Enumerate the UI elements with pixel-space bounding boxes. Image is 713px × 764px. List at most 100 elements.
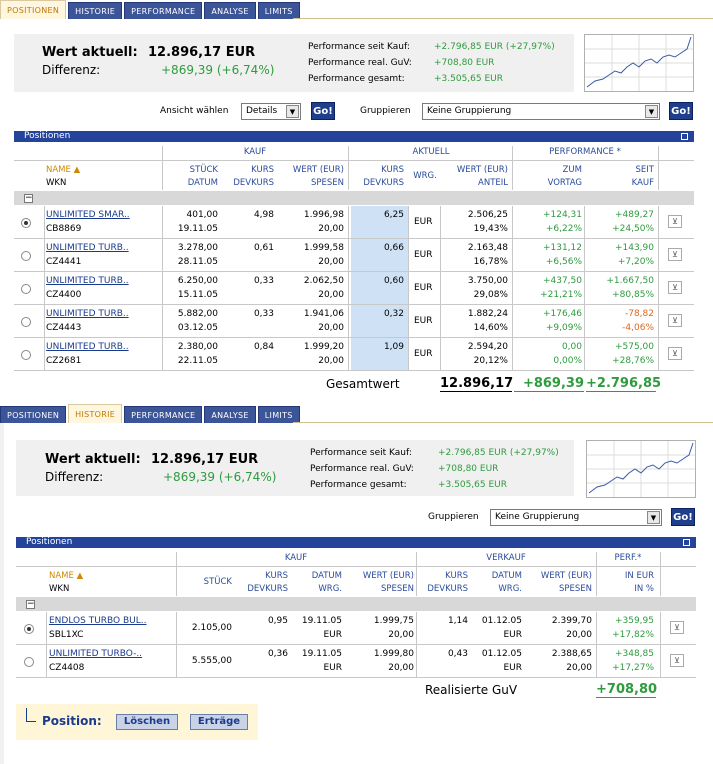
divider — [44, 305, 45, 338]
wert: 1.999,75 — [373, 616, 414, 626]
maximize-icon[interactable] — [683, 539, 690, 546]
wert-label: Wert aktuell: — [45, 452, 141, 467]
position-name-link[interactable]: UNLIMITED TURBO-.. — [49, 649, 143, 659]
divider — [44, 272, 45, 305]
row-select-radio[interactable] — [21, 317, 31, 327]
maximize-icon[interactable] — [681, 133, 688, 140]
waehrung: EUR — [414, 217, 433, 227]
col-vortag: VORTAG — [547, 178, 582, 188]
row-select-radio[interactable] — [24, 624, 34, 634]
ansicht-select[interactable]: Details ▼ — [241, 103, 301, 120]
tab-limits[interactable]: LIMITS — [257, 2, 300, 19]
verkauf-wert: 2.399,70 — [551, 616, 592, 626]
summary-box — [16, 440, 574, 496]
gruppieren-select[interactable]: Keine Gruppierung ▼ — [422, 103, 660, 120]
gruppieren-select[interactable]: Keine Gruppierung ▼ — [490, 509, 662, 526]
divider — [596, 552, 597, 596]
datum: 03.12.05 — [177, 323, 218, 333]
tab-historie[interactable]: HISTORIE — [68, 2, 123, 19]
tab-historie[interactable]: HISTORIE — [68, 404, 123, 423]
position-name-link[interactable]: UNLIMITED TURB.. — [46, 276, 129, 286]
tab-performance[interactable]: PERFORMANCE — [124, 406, 203, 423]
col-v-kurs: KURS — [445, 571, 468, 581]
collapse-icon[interactable]: − — [26, 599, 35, 609]
divider — [348, 146, 349, 190]
tab-performance[interactable]: PERFORMANCE — [124, 2, 203, 19]
group-aktuell: AKTUELL — [412, 147, 450, 157]
cart-icon[interactable]: ⊻ — [668, 248, 682, 261]
row-select-radio[interactable] — [21, 251, 31, 261]
tab-analyse[interactable]: ANALYSE — [204, 2, 256, 19]
row-select-radio[interactable] — [21, 218, 31, 228]
position-name-link[interactable]: UNLIMITED TURB.. — [46, 243, 129, 253]
row-select-radio[interactable] — [24, 657, 34, 667]
corner-arrow-icon — [26, 708, 36, 722]
row-select-radio[interactable] — [21, 284, 31, 294]
col-v-wrg: WRG. — [498, 584, 522, 594]
position-name-link[interactable]: ENDLOS TURBO BUL.. — [49, 616, 147, 626]
tab-positionen[interactable]: POSITIONEN — [0, 406, 67, 423]
differenz-label: Differenz: — [42, 63, 101, 77]
gruppieren-go-button[interactable]: Go! — [671, 508, 695, 526]
datum: 19.11.05 — [301, 649, 342, 659]
verkauf-datum: 01.12.05 — [481, 616, 522, 626]
loeschen-button[interactable]: Löschen — [116, 714, 178, 730]
gruppieren-go-button[interactable]: Go! — [669, 102, 693, 120]
divider — [162, 146, 163, 190]
divider — [416, 612, 417, 678]
group-band — [14, 191, 694, 205]
wert-value: 12.896,17 EUR — [151, 452, 259, 467]
ertraege-button[interactable]: Erträge — [190, 714, 248, 730]
cart-icon[interactable]: ⊻ — [668, 347, 682, 360]
row-select-radio[interactable] — [21, 350, 31, 360]
position-name-link[interactable]: UNLIMITED SMAR.. — [46, 210, 130, 220]
divider — [44, 239, 45, 272]
cart-icon[interactable]: ⊻ — [668, 281, 682, 294]
kurs: 4,98 — [253, 210, 274, 220]
cart-icon[interactable]: ⊻ — [668, 314, 682, 327]
cart-icon[interactable]: ⊻ — [670, 621, 684, 634]
spesen: 20,00 — [388, 630, 414, 640]
verkauf-spesen: 20,00 — [566, 630, 592, 640]
wert: 1.941,06 — [303, 309, 344, 319]
cart-icon[interactable]: ⊻ — [668, 215, 682, 228]
ansicht-go-button[interactable]: Go! — [311, 102, 335, 120]
gesamt-seit-kauf: +2.796,85 — [586, 376, 662, 392]
perf-seit-kauf-pct: +80,85% — [612, 290, 654, 300]
tab-bar: POSITIONEN HISTORIE PERFORMANCE ANALYSE … — [0, 404, 302, 423]
position-name-link[interactable]: UNLIMITED TURB.. — [46, 342, 129, 352]
aktuell-wert: 3.750,00 — [467, 276, 508, 286]
col-name[interactable]: NAME ▲ — [46, 165, 81, 175]
col-v-wert: WERT (EUR) — [540, 571, 592, 581]
tab-analyse[interactable]: ANALYSE — [204, 406, 256, 423]
position-name-link[interactable]: UNLIMITED TURB.. — [46, 309, 129, 319]
divider — [596, 612, 597, 678]
kurs: 0,95 — [267, 616, 288, 626]
differenz-label: Differenz: — [45, 470, 104, 484]
col-in-eur: IN EUR — [624, 571, 654, 581]
col-kurs: KURS — [265, 571, 288, 581]
kurs: 0,84 — [253, 342, 274, 352]
col-wkn: WKN — [46, 178, 67, 188]
collapse-icon[interactable]: − — [24, 193, 33, 203]
datum: 22.11.05 — [177, 356, 218, 366]
col-name[interactable]: NAME ▲ — [49, 571, 84, 581]
tab-limits[interactable]: LIMITS — [257, 406, 300, 423]
anteil: 20,12% — [473, 356, 508, 366]
col-devkurs: DEVKURS — [233, 178, 274, 188]
aktuell-kurs: 1,09 — [383, 342, 404, 352]
sparkline-svg — [587, 441, 695, 497]
wert-value: 12.896,17 EUR — [148, 45, 256, 60]
divider — [14, 304, 694, 305]
tab-positionen[interactable]: POSITIONEN — [0, 0, 67, 19]
col-seit-kauf: KAUF — [631, 178, 654, 188]
col-akt-devkurs: DEVKURS — [363, 178, 404, 188]
divider — [512, 146, 513, 190]
perf-seit-kauf: +1.667,50 — [606, 276, 654, 286]
wert: 1.999,58 — [303, 243, 344, 253]
divider — [16, 677, 696, 678]
aktuell-wert: 2.163,48 — [467, 243, 508, 253]
positionen-bar: Positionen — [16, 537, 696, 548]
cart-icon[interactable]: ⊻ — [670, 654, 684, 667]
kurs: 0,33 — [253, 309, 274, 319]
